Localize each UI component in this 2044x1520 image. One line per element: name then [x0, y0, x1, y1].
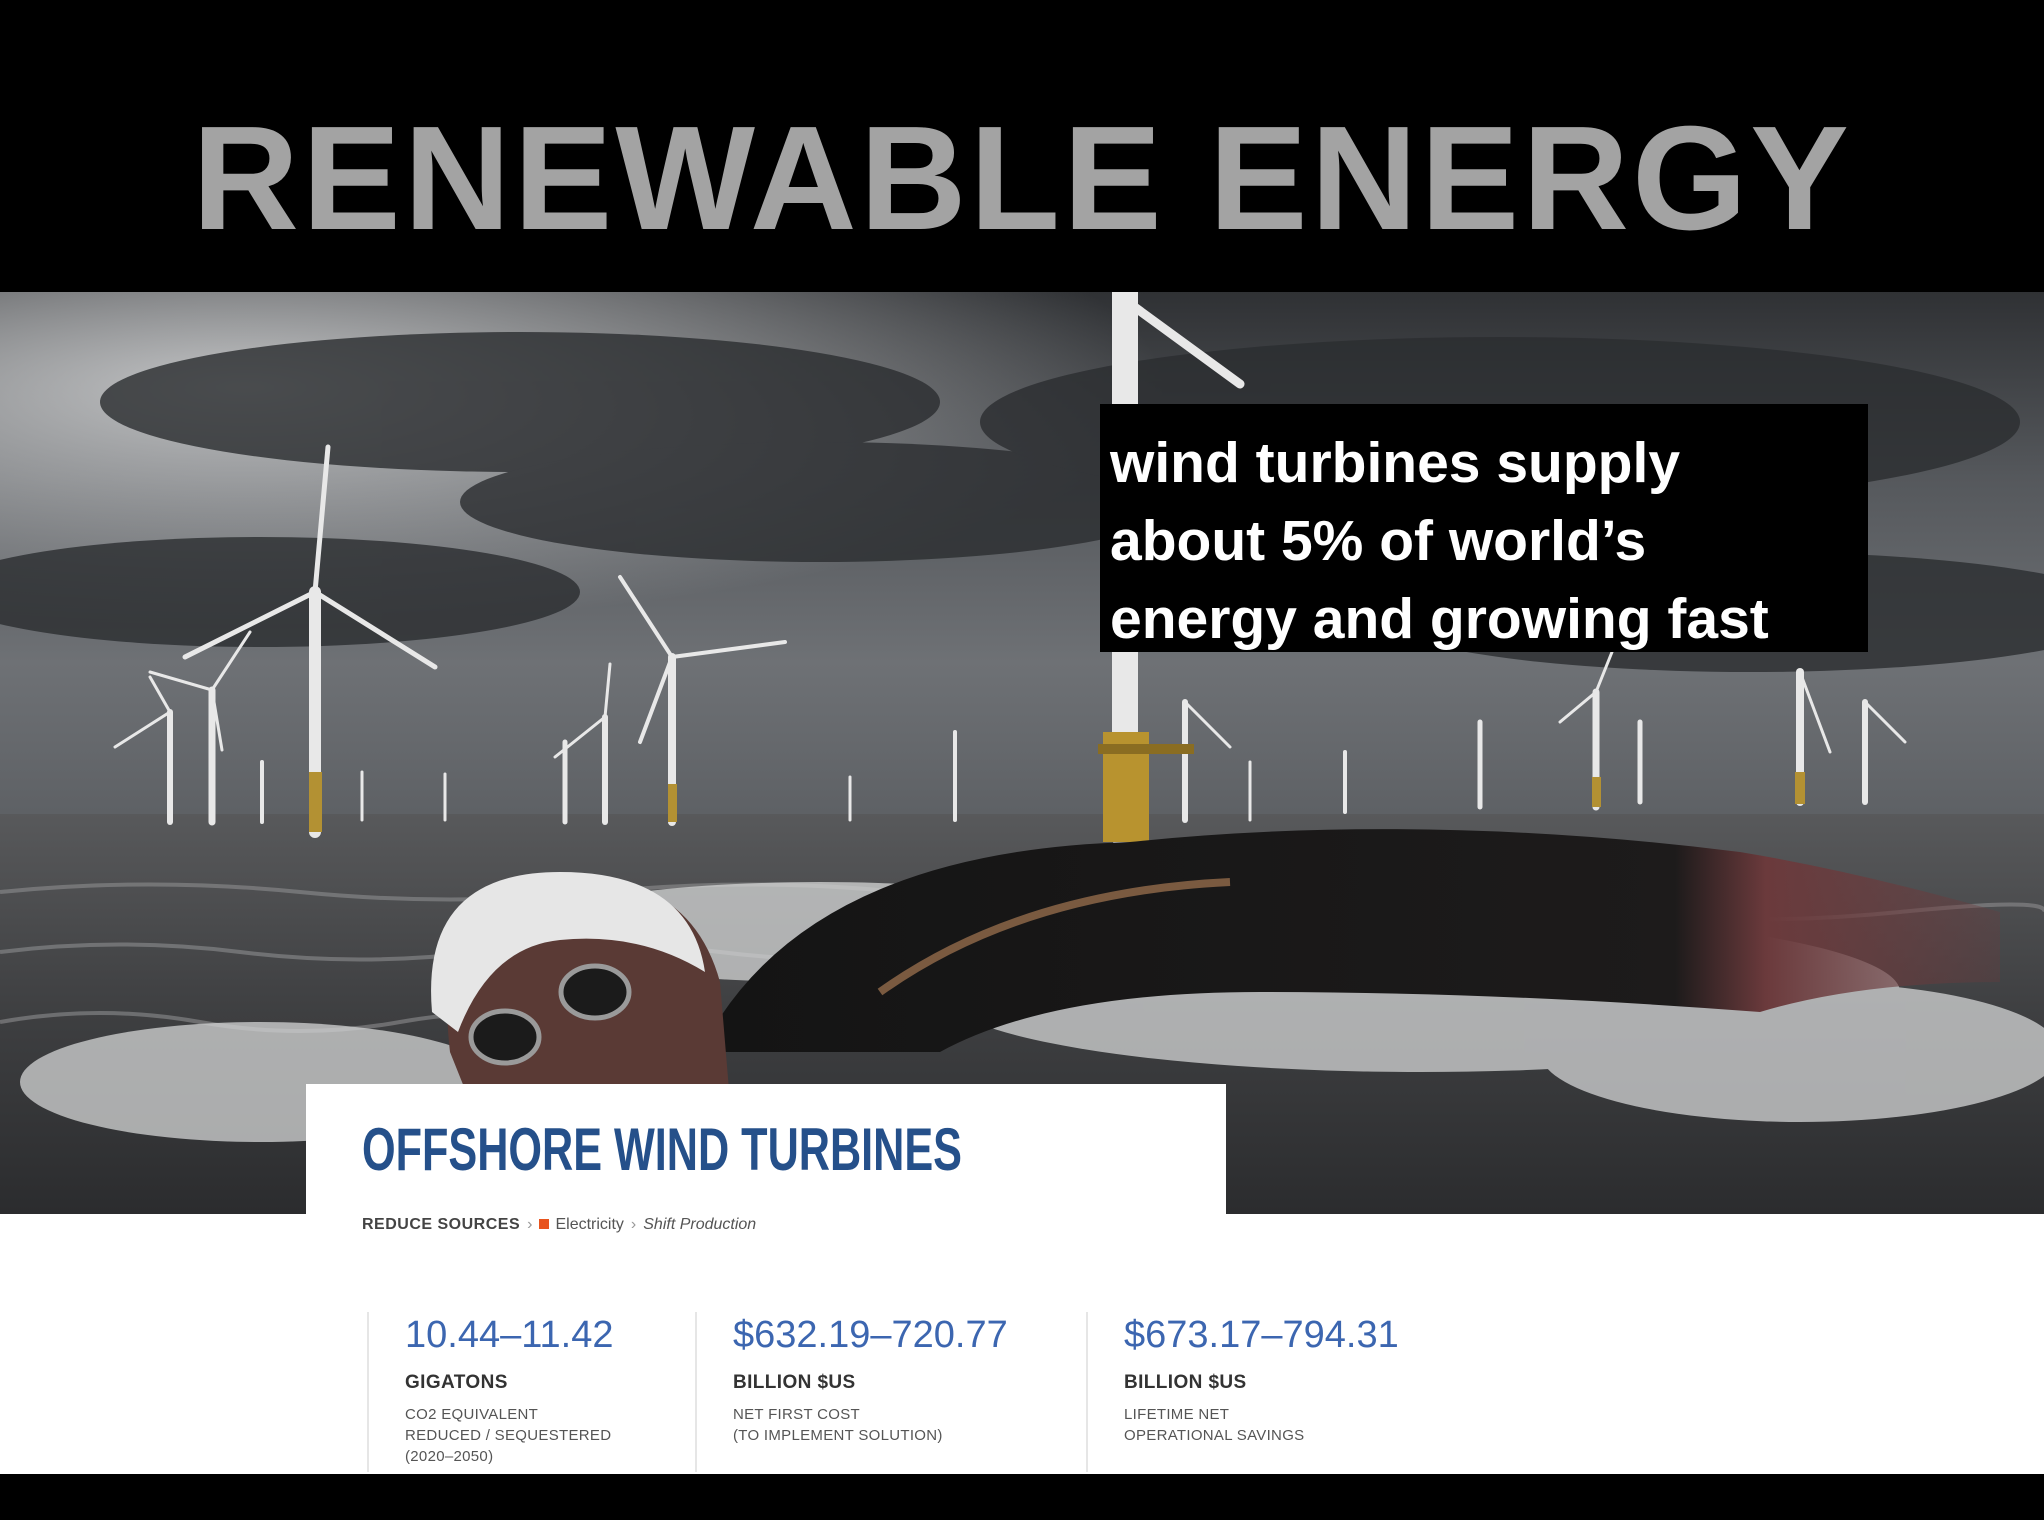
breadcrumb-separator: ›	[527, 1216, 533, 1233]
stat-divider	[367, 1312, 369, 1472]
stat-desc-line: (TO IMPLEMENT SOLUTION)	[733, 1427, 943, 1444]
caption-line-3: energy and growing fast	[1110, 587, 1769, 651]
caption-line-1: wind turbines supply	[1110, 431, 1681, 495]
breadcrumb-root[interactable]: REDUCE SOURCES	[362, 1216, 521, 1233]
swimmer-arm	[700, 829, 2000, 1052]
stat-value: $632.19–720.77	[733, 1314, 1008, 1356]
stat-description: CO2 EQUIVALENT REDUCED / SEQUESTERED (20…	[405, 1404, 705, 1467]
swimmer-wetsuit-stripe	[877, 878, 1231, 996]
stat-divider	[695, 1312, 697, 1472]
stat-value: 10.44–11.42	[405, 1314, 614, 1356]
stat-desc-line: REDUCED / SEQUESTERED	[405, 1427, 612, 1444]
bottom-letterbox	[0, 1474, 2044, 1520]
breadcrumb: REDUCE SOURCES › Electricity › Shift Product…	[362, 1216, 756, 1234]
caption-line-2: about 5% of world’s	[1110, 509, 1647, 573]
stat-value: $673.17–794.31	[1124, 1314, 1399, 1356]
stat-desc-line: LIFETIME NET	[1124, 1406, 1230, 1423]
swim-cap	[431, 872, 705, 1032]
stat-desc-line: CO2 EQUIVALENT	[405, 1406, 539, 1423]
info-panel	[0, 1214, 2044, 1474]
stat-unit: GIGATONS	[405, 1372, 508, 1393]
stat-net-first-cost: $632.19–720.77 BILLION $US NET FIRST COS…	[695, 1312, 1033, 1474]
slide-title: RENEWABLE ENERGY	[192, 96, 1852, 261]
stat-desc-line: OPERATIONAL SAVINGS	[1124, 1427, 1305, 1444]
stat-divider	[1086, 1312, 1088, 1472]
wind-turbines	[113, 292, 1907, 850]
solution-title-card: OFFSHORE WIND TURBINES	[306, 1084, 1226, 1220]
title-bar: RENEWABLE ENERGY	[0, 0, 2044, 292]
stat-caption: wind turbines supply about 5% of world’s…	[1100, 404, 1868, 652]
goggle-right	[558, 963, 632, 1021]
stat-unit: BILLION $US	[1124, 1372, 1247, 1393]
sector-color-swatch	[539, 1219, 550, 1229]
stat-emissions-reduced: 10.44–11.42 GIGATONS CO2 EQUIVALENT REDU…	[367, 1312, 705, 1474]
stat-unit: BILLION $US	[733, 1372, 856, 1393]
stat-desc-line: (2020–2050)	[405, 1448, 494, 1465]
goggle-left	[468, 1008, 542, 1066]
swimmer	[431, 829, 2000, 1102]
stat-description: LIFETIME NET OPERATIONAL SAVINGS	[1124, 1404, 1424, 1446]
breadcrumb-subsector[interactable]: Shift Production	[643, 1216, 757, 1233]
solution-title: OFFSHORE WIND TURBINES	[362, 1116, 962, 1183]
stat-operational-savings: $673.17–794.31 BILLION $US LIFETIME NET …	[1086, 1312, 1424, 1474]
breadcrumb-separator: ›	[630, 1216, 637, 1233]
breadcrumb-sector[interactable]: Electricity	[555, 1216, 624, 1233]
stat-description: NET FIRST COST (TO IMPLEMENT SOLUTION)	[733, 1404, 1033, 1446]
stat-desc-line: NET FIRST COST	[733, 1406, 860, 1423]
